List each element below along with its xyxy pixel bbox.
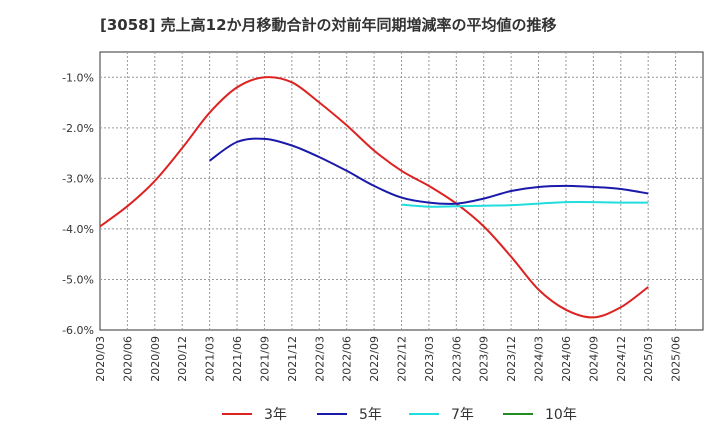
chart-title: [3058] 売上高12か月移動合計の対前年同期増減率の平均値の推移	[100, 16, 557, 34]
x-tick-label: 2021/12	[286, 336, 299, 382]
y-tick-label: -4.0%	[62, 223, 94, 236]
y-tick-label: -5.0%	[62, 273, 94, 286]
x-tick-label: 2022/09	[368, 336, 381, 382]
x-tick-label: 2023/09	[478, 336, 491, 382]
plot-area	[99, 51, 704, 331]
x-tick-label: 2021/06	[231, 336, 244, 382]
grid-lines	[100, 52, 703, 330]
x-tick-label: 2022/12	[396, 336, 409, 382]
legend-label: 5年	[359, 407, 382, 423]
legend-label: 10年	[545, 407, 577, 423]
y-axis-ticks: -1.0% -2.0% -3.0% -4.0% -5.0% -6.0%	[62, 71, 94, 337]
x-tick-label: 2024/06	[560, 336, 573, 382]
x-tick-label: 2020/06	[121, 336, 134, 382]
x-tick-label: 2025/03	[642, 336, 655, 382]
legend-label: 3年	[264, 407, 287, 423]
x-tick-label: 2021/03	[204, 336, 217, 382]
x-tick-label: 2023/12	[505, 336, 518, 382]
y-tick-label: -6.0%	[62, 324, 94, 337]
x-tick-label: 2025/06	[670, 336, 683, 382]
x-tick-label: 2022/03	[313, 336, 326, 382]
x-tick-label: 2024/12	[615, 336, 628, 382]
legend: 3年 5年 7年 10年	[222, 407, 577, 423]
y-tick-label: -2.0%	[62, 122, 94, 135]
x-tick-label: 2020/09	[149, 336, 162, 382]
series-lines	[99, 76, 649, 319]
legend-label: 7年	[451, 407, 474, 423]
y-tick-label: -3.0%	[62, 172, 94, 185]
x-tick-label: 2020/03	[94, 336, 107, 382]
x-tick-label: 2024/09	[587, 336, 600, 382]
x-tick-label: 2021/09	[258, 336, 271, 382]
series-line-1	[209, 137, 649, 205]
x-tick-label: 2022/06	[341, 336, 354, 382]
x-tick-label: 2023/06	[450, 336, 463, 382]
x-tick-label: 2020/12	[176, 336, 189, 382]
series-line-0	[99, 76, 649, 319]
x-tick-label: 2023/03	[423, 336, 436, 382]
x-axis-ticks: 2020/03 2020/06 2020/09 2020/12 2021/03 2021/…	[94, 336, 683, 382]
x-tick-label: 2024/03	[533, 336, 546, 382]
y-tick-label: -1.0%	[62, 71, 94, 84]
series-line-2	[401, 200, 649, 208]
